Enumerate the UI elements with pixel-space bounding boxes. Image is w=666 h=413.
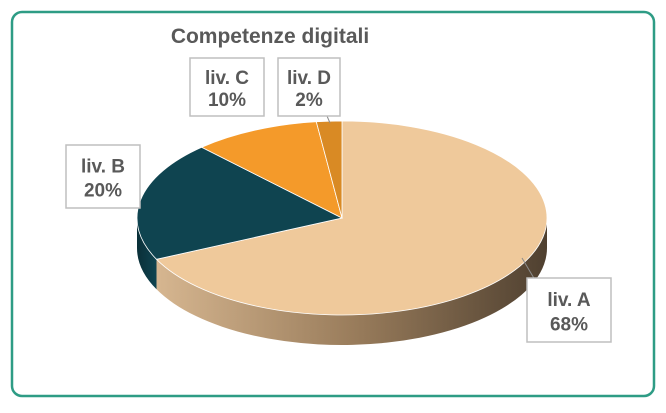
chart-title: Competenze digitali [171, 25, 369, 48]
category-label: liv. B [81, 157, 125, 178]
category-label: liv. A [547, 290, 591, 311]
label-box [526, 277, 612, 343]
slice [200, 121, 343, 219]
pie [136, 120, 548, 345]
category-label: liv. D [287, 68, 331, 89]
value-label: 10% [208, 90, 246, 111]
value-label: 68% [550, 314, 588, 335]
category-label: liv. C [205, 68, 249, 89]
leader-line [521, 257, 536, 281]
value-label: 2% [295, 90, 323, 111]
label-box [189, 57, 265, 117]
label-box [65, 144, 141, 209]
slice-side [156, 218, 548, 345]
labels: liv. A 68% liv. B 20% liv. C10% liv. D2% [65, 57, 612, 343]
leader-line [326, 115, 331, 124]
label-box [277, 57, 341, 117]
value-label: 20% [84, 181, 122, 202]
slice [155, 120, 548, 316]
slice-side [137, 218, 157, 290]
